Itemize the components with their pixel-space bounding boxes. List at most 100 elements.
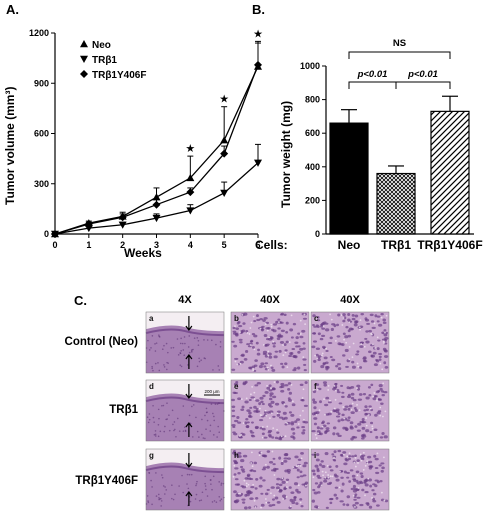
cell-nucleus [370,320,375,323]
cell-nucleus [352,398,357,402]
cytoplasm-spot [250,451,253,454]
cell-nucleus [218,431,221,433]
cell-nucleus [183,336,186,338]
micrograph-letter: b [234,314,239,323]
cell-nucleus [235,499,240,503]
cell-nucleus [231,405,236,409]
cell-nucleus [266,488,270,491]
cell-nucleus [374,484,378,488]
panel-label-a: A. [6,2,19,17]
cell-nucleus [315,453,320,457]
cell-nucleus [272,345,276,348]
cell-nucleus [329,355,333,359]
cell-nucleus [290,336,294,339]
cytoplasm-spot [324,476,327,479]
cell-nucleus [263,436,268,439]
cell-nucleus [232,425,236,429]
cytoplasm-spot [277,488,280,491]
cell-nucleus [164,493,166,495]
cell-nucleus [325,413,330,416]
cell-nucleus [293,482,299,486]
cell-nucleus [249,406,253,409]
bar-TRβ1Y406F [430,110,470,235]
cytoplasm-spot [234,325,236,328]
cell-nucleus [264,354,269,358]
cell-nucleus [352,484,356,489]
cytoplasm-spot [343,338,345,341]
cell-nucleus [246,421,250,424]
cell-nucleus [351,365,356,369]
cell-nucleus [311,499,315,503]
cytoplasm-spot [320,484,323,487]
cytoplasm-spot [317,432,320,435]
cell-nucleus [158,497,160,499]
cell-nucleus [380,312,384,316]
cell-nucleus [381,466,385,470]
cell-nucleus [148,418,151,421]
cell-nucleus [206,419,209,422]
cytoplasm-spot [348,321,351,324]
cell-nucleus [377,398,382,401]
cell-nucleus [212,475,215,478]
cell-nucleus [253,334,258,338]
cell-nucleus [186,473,189,476]
cytoplasm-spot [316,357,319,360]
cytoplasm-spot [367,414,370,416]
cell-nucleus [163,364,165,366]
cytoplasm-spot [264,409,267,412]
cell-nucleus [290,422,295,426]
cell-nucleus [350,385,355,389]
cell-nucleus [341,482,345,486]
cell-nucleus [325,396,330,400]
cell-nucleus [259,419,264,422]
cell-nucleus [184,342,186,345]
cell-nucleus [192,348,194,351]
cell-nucleus [344,457,348,461]
cytoplasm-spot [270,325,273,328]
cell-nucleus [354,501,359,505]
cell-nucleus [287,388,291,391]
cell-nucleus [343,470,347,474]
cytoplasm-spot [264,463,267,466]
cell-nucleus [191,405,193,408]
cell-nucleus [232,326,236,330]
cytoplasm-spot [330,318,333,321]
cytoplasm-spot [357,487,360,489]
cell-nucleus [160,500,163,502]
cell-nucleus [380,469,384,473]
cytoplasm-spot [239,331,241,334]
cell-nucleus [198,360,201,363]
cell-nucleus [235,381,239,384]
cytoplasm-spot [250,321,253,324]
cytoplasm-spot [381,368,384,371]
cell-nucleus [277,327,281,330]
cytoplasm-spot [362,469,365,471]
cell-nucleus [370,354,374,358]
cell-nucleus [311,345,316,349]
cytoplasm-spot [301,397,304,399]
cell-nucleus [338,402,343,405]
cell-nucleus [347,407,351,411]
cell-nucleus [272,387,276,391]
cytoplasm-spot [382,382,385,385]
cytoplasm-spot [282,344,284,346]
cell-nucleus [155,342,158,344]
cell-nucleus [251,435,256,438]
cell-nucleus [337,449,342,453]
cell-nucleus [290,435,295,439]
cytoplasm-spot [239,435,241,437]
cell-nucleus [198,357,200,360]
cell-nucleus [340,476,344,479]
cells-label: Cells: [255,238,288,252]
cell-nucleus [312,472,316,476]
cell-nucleus [261,468,266,471]
cell-nucleus [203,339,205,341]
cell-nucleus [203,357,206,359]
cell-nucleus [320,325,324,328]
cell-nucleus [232,451,237,455]
cell-nucleus [299,383,304,387]
cell-nucleus [356,384,361,388]
cell-nucleus [370,383,374,387]
cell-nucleus [249,342,253,345]
cytoplasm-spot [372,395,375,398]
